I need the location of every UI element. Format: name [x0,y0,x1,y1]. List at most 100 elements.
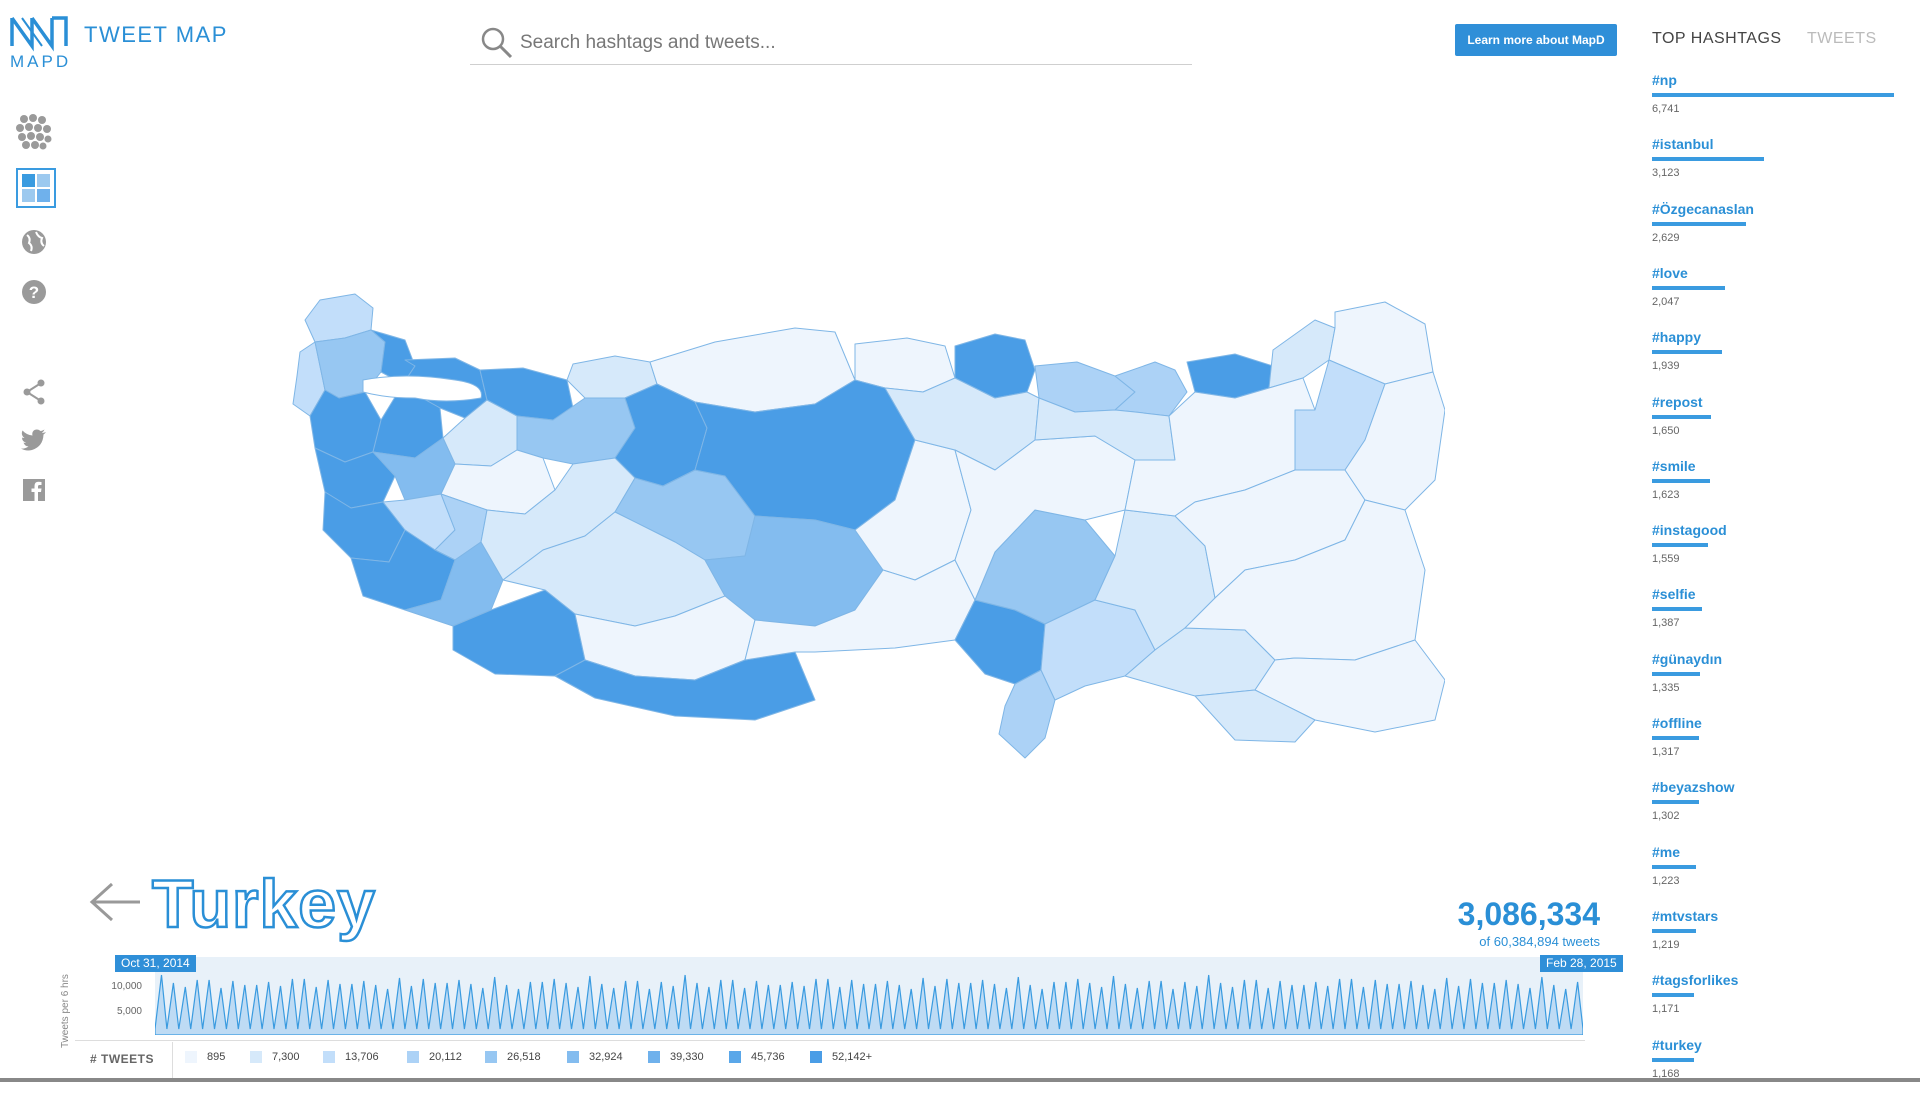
timeline-start-date[interactable]: Oct 31, 2014 [115,955,196,972]
help-icon: ? [22,280,46,304]
legend-value: 45,736 [751,1051,785,1063]
share-button[interactable] [14,372,54,412]
hashtag-name: #beyazshow [1652,779,1735,796]
hashtag-name: #Özgecanaslan [1652,200,1754,217]
timeline-y-tick: 10,000 [111,981,142,992]
province-region [998,669,1056,759]
svg-text:?: ? [29,283,39,302]
legend-swatch [810,1051,822,1063]
mapd-logo[interactable]: MAPD [8,12,70,72]
hashtag-item[interactable]: #turkey 1,168 [1652,1037,1902,1101]
hashtag-count: 1,168 [1652,1067,1680,1080]
hashtag-name: #me [1652,843,1681,860]
hashtag-count: 1,650 [1652,424,1680,437]
hashtag-count: 1,559 [1652,553,1680,566]
hashtag-name: #turkey [1652,1036,1702,1053]
hashtag-bar [1652,93,1894,97]
province-region [1344,371,1445,511]
hashtag-count: 1,171 [1652,1003,1680,1016]
points-view-button[interactable] [14,112,54,152]
hashtag-item[interactable]: #tagsforlikes 1,171 [1652,972,1902,1036]
province-region [1194,689,1316,743]
hashtag-name: #np [1652,72,1677,88]
facebook-share-button[interactable] [14,470,54,510]
hashtag-count: 1,335 [1652,681,1680,694]
hashtag-bar [1652,607,1702,612]
hashtag-name: #istanbul [1652,136,1714,153]
legend-swatch [567,1051,579,1063]
hashtag-bar [1652,993,1695,998]
legend-value: 26,518 [507,1051,541,1063]
hashtag-bar [1652,928,1696,933]
hashtag-item[interactable]: #günaydın 1,335 [1652,651,1902,715]
legend-swatch [185,1051,197,1063]
search-input[interactable] [518,28,1182,58]
legend-item: 7,300 [250,1051,300,1063]
hashtag-name: #repost [1652,393,1703,410]
hashtag-name: #happy [1652,329,1702,346]
legend-label: # TWEETS [90,1052,155,1066]
legend-swatch [729,1051,741,1063]
help-button[interactable]: ? [14,272,54,312]
legend-value: 39,330 [670,1051,704,1063]
hashtag-item[interactable]: #Özgecanaslan 2,629 [1652,201,1902,265]
tab-tweets[interactable]: TWEETS [1807,30,1877,47]
legend-item: 13,706 [323,1051,379,1063]
hashtag-item[interactable]: #istanbul 3,123 [1652,136,1902,200]
province-region [1254,639,1445,733]
facebook-icon [23,479,45,501]
timeline-end-date[interactable]: Feb 28, 2015 [1540,955,1623,972]
province-region [1034,397,1176,461]
hashtag-name: #smile [1652,457,1696,474]
legend-item: 20,112 [407,1051,462,1063]
legend-value: 13,706 [345,1051,379,1063]
hashtag-item[interactable]: #love 2,047 [1652,265,1902,329]
hashtag-bar [1652,1057,1694,1062]
twitter-share-button[interactable] [14,420,54,460]
back-arrow-icon[interactable] [86,880,144,924]
search-icon[interactable] [480,26,514,60]
window-bottom-edge [0,1078,1920,1082]
legend-swatch [407,1051,419,1063]
choropleth-map[interactable] [255,280,1445,800]
learn-more-button[interactable]: Learn more about MapD [1455,24,1617,56]
hashtag-bar [1652,478,1711,483]
tweet-count: 3,086,334 [1457,896,1600,932]
hashtag-count: 6,741 [1652,103,1680,115]
share-icon [23,379,45,405]
hashtag-item[interactable]: #happy 1,939 [1652,329,1902,393]
hashtag-name: #mtvstars [1652,907,1719,924]
tab-top-hashtags[interactable]: TOP HASHTAGS [1652,30,1782,47]
timeline-brush[interactable] [155,957,1583,1035]
hashtag-count: 2,629 [1652,231,1680,244]
hashtag-name: #tagsforlikes [1652,972,1739,989]
hashtag-bar [1652,671,1700,676]
hashtag-item[interactable]: #repost 1,650 [1652,394,1902,458]
hashtag-name: #instagood [1652,522,1727,539]
hashtag-item[interactable]: #np 6,741 [1652,72,1902,136]
legend-value: 32,924 [589,1051,623,1063]
hashtag-name: #günaydın [1652,650,1723,667]
hashtag-item[interactable]: #offline 1,317 [1652,715,1902,779]
app-title: TWEET MAP [84,22,228,47]
search-bar [470,22,1192,65]
timeline-area [155,974,1583,1035]
hashtag-count: 1,223 [1652,874,1680,887]
hashtag-count: 1,623 [1652,488,1680,501]
mapd-logo-icon [10,16,68,52]
hashtag-item[interactable]: #selfie 1,387 [1652,586,1902,650]
legend-item: 32,924 [567,1051,623,1063]
hashtag-item[interactable]: #mtvstars 1,219 [1652,908,1902,972]
legend-value: 20,112 [429,1051,462,1063]
hashtag-item[interactable]: #beyazshow 1,302 [1652,779,1902,843]
choropleth-view-button[interactable] [16,168,56,208]
province-region [1184,499,1426,661]
hashtag-item[interactable]: #instagood 1,559 [1652,522,1902,586]
hashtag-count: 1,219 [1652,938,1680,951]
legend-swatch [648,1051,660,1063]
hashtag-item[interactable]: #smile 1,623 [1652,458,1902,522]
hashtag-count: 1,939 [1652,360,1680,373]
timeline-y-tick: 5,000 [116,1006,142,1017]
hashtag-item[interactable]: #me 1,223 [1652,844,1902,908]
globe-button[interactable] [14,222,54,262]
